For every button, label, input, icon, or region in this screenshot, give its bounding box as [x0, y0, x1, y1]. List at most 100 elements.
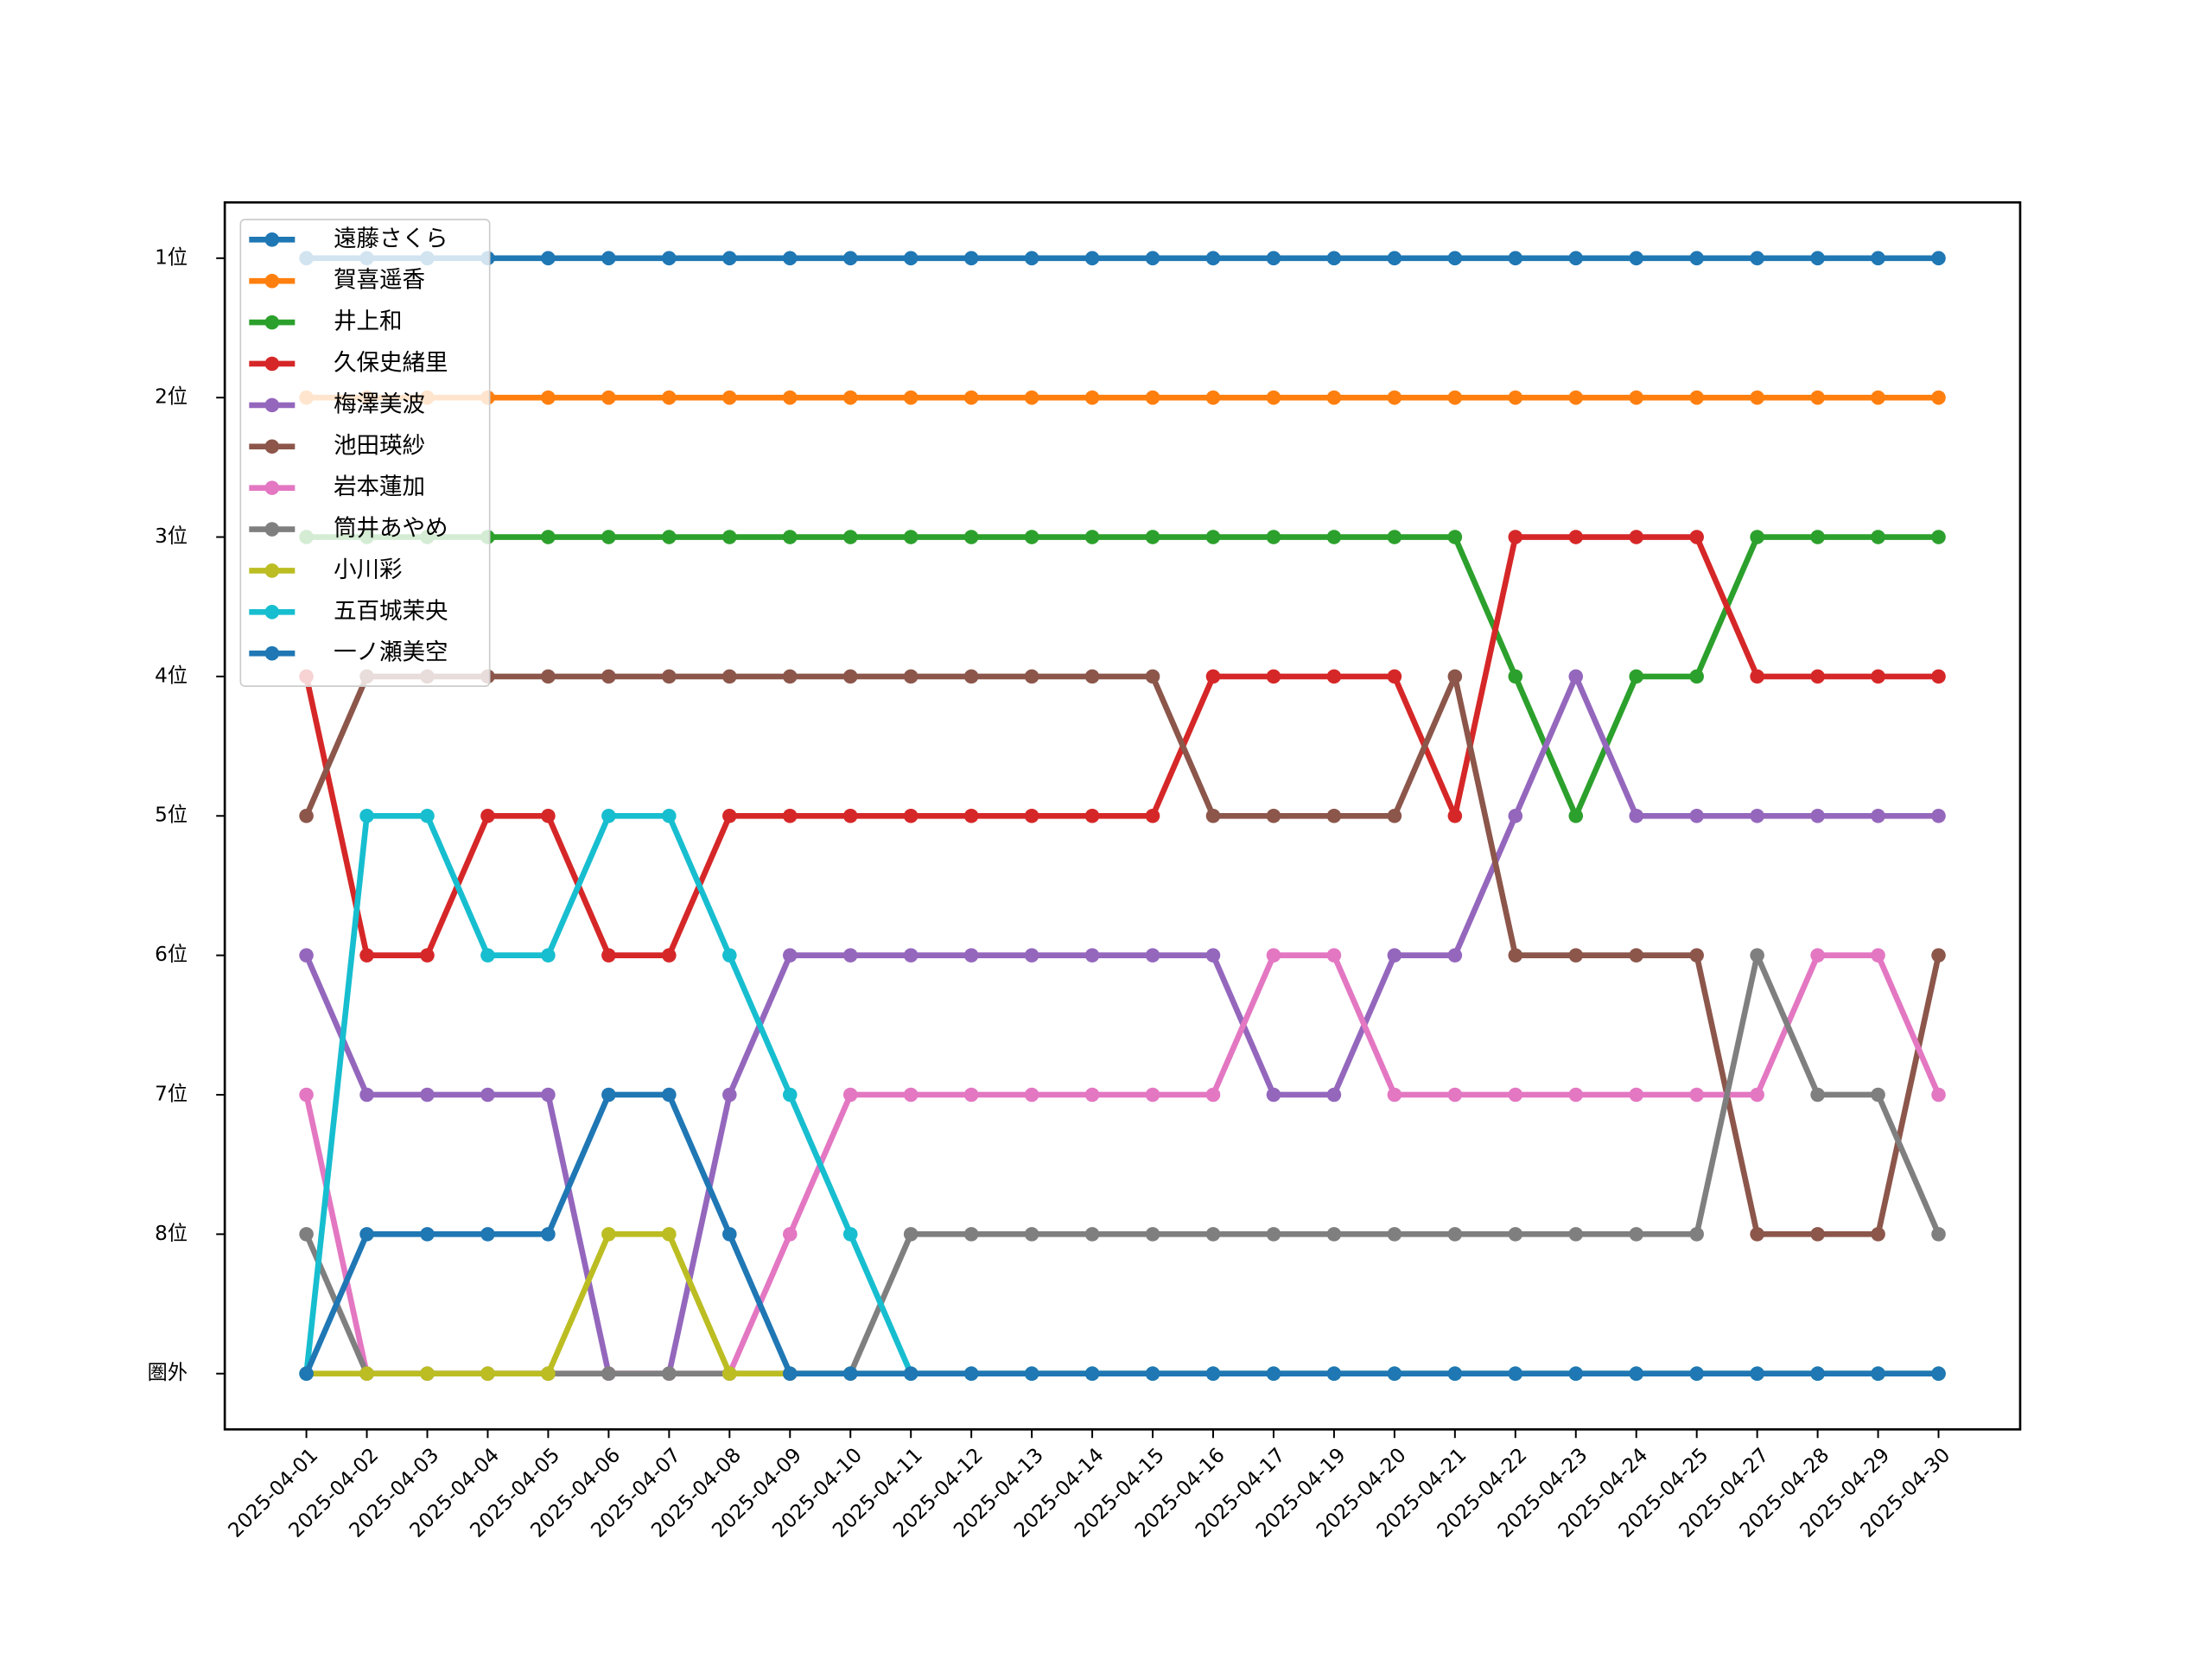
point: [601, 948, 616, 963]
point: [1689, 808, 1704, 823]
point: [1629, 530, 1644, 544]
point: [1447, 251, 1463, 266]
point: [1931, 669, 1946, 684]
point: [541, 1366, 556, 1382]
point: [1084, 669, 1100, 684]
point: [1447, 948, 1463, 963]
point: [842, 1087, 858, 1103]
y-tick-label: 5位: [155, 804, 188, 827]
y-tick-label: 4位: [155, 664, 188, 687]
point: [1145, 390, 1160, 405]
point: [1689, 530, 1704, 544]
point: [1508, 251, 1523, 266]
legend-marker: [264, 439, 280, 454]
point: [1931, 390, 1946, 405]
point: [420, 1087, 435, 1103]
point: [1145, 1227, 1160, 1242]
y-tick-label: 7位: [155, 1082, 188, 1105]
point: [1568, 1227, 1584, 1242]
point: [541, 1087, 556, 1103]
point: [1508, 1087, 1523, 1103]
point: [903, 1087, 918, 1103]
point: [541, 1227, 556, 1242]
point: [842, 251, 858, 266]
point: [1326, 669, 1342, 684]
point: [842, 390, 858, 405]
point: [1810, 808, 1825, 823]
point: [662, 808, 677, 823]
legend-label: 梅澤美波: [334, 391, 425, 417]
point: [1750, 1366, 1764, 1382]
point: [299, 808, 314, 823]
point: [1568, 390, 1584, 405]
point: [1084, 390, 1100, 405]
point: [420, 808, 435, 823]
point: [541, 251, 556, 266]
point: [1810, 530, 1825, 544]
series-line: [303, 673, 1939, 1377]
point: [963, 1087, 979, 1103]
point: [1205, 530, 1221, 544]
point: [1266, 530, 1281, 544]
point: [299, 1227, 314, 1242]
point: [1205, 1366, 1221, 1382]
y-tick-label: 3位: [155, 524, 188, 548]
point: [601, 1087, 616, 1103]
point: [782, 390, 798, 405]
point: [1810, 669, 1825, 684]
point: [1689, 251, 1704, 266]
point: [662, 1227, 677, 1242]
point: [1689, 1087, 1704, 1103]
point: [1205, 251, 1221, 266]
point: [1871, 1366, 1885, 1382]
point: [1326, 251, 1342, 266]
point: [903, 948, 918, 963]
point: [662, 390, 677, 405]
point: [1629, 390, 1644, 405]
point: [1629, 1227, 1644, 1242]
legend-label: 筒井あやめ: [334, 515, 448, 542]
point: [1084, 948, 1100, 963]
point: [1568, 1366, 1584, 1382]
point: [601, 251, 616, 266]
point: [1145, 1087, 1160, 1103]
point: [1084, 1087, 1100, 1103]
point: [1145, 808, 1160, 823]
point: [1205, 1227, 1221, 1242]
point: [1326, 390, 1342, 405]
point: [1387, 669, 1402, 684]
point: [1931, 1087, 1946, 1103]
y-tick-label: 2位: [155, 385, 188, 409]
point: [1024, 530, 1039, 544]
series-line: [303, 673, 1942, 1237]
point: [541, 390, 556, 405]
legend-label: 池田瑛紗: [334, 432, 425, 459]
point: [1447, 669, 1463, 684]
point: [1689, 669, 1704, 684]
legend-label: 小川彩: [334, 556, 403, 583]
point: [1387, 948, 1402, 963]
point: [1387, 808, 1402, 823]
legend-marker: [264, 273, 280, 289]
point: [722, 251, 737, 266]
point: [1145, 251, 1160, 266]
point: [1871, 1087, 1885, 1103]
point: [359, 1366, 374, 1382]
point: [1810, 1227, 1825, 1242]
point: [662, 1366, 677, 1382]
point: [1871, 948, 1885, 963]
point: [541, 948, 556, 963]
point: [1508, 1227, 1523, 1242]
point: [963, 390, 979, 405]
point: [782, 948, 798, 963]
point: [601, 1227, 616, 1242]
point: [1629, 251, 1644, 266]
point: [963, 251, 979, 266]
point: [842, 530, 858, 544]
point: [1266, 808, 1281, 823]
point: [782, 251, 798, 266]
point: [359, 808, 374, 823]
point: [1508, 669, 1523, 684]
point: [1931, 1227, 1946, 1242]
